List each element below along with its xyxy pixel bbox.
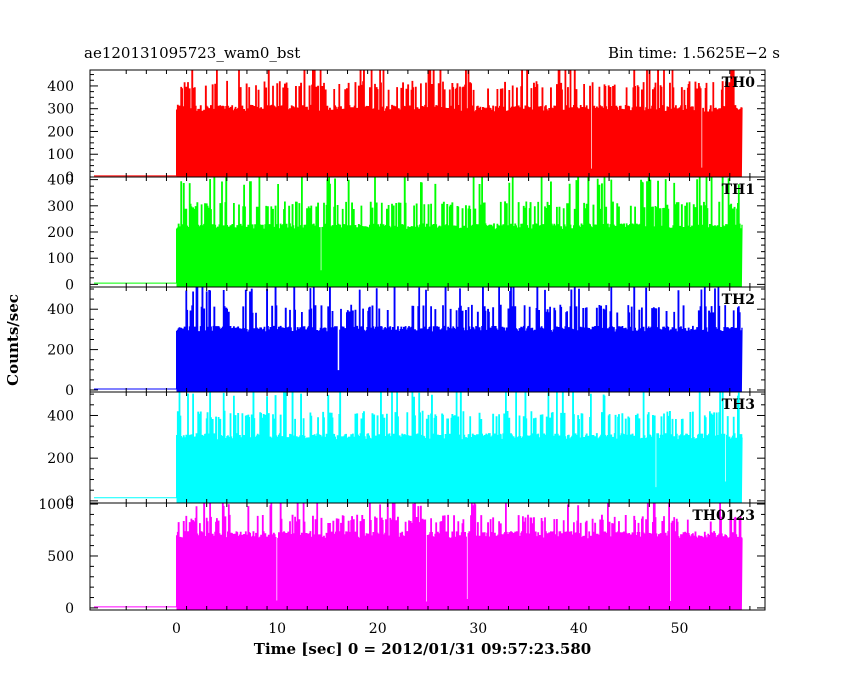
- y-tick-label: 0: [65, 601, 74, 617]
- y-tick-label: 100: [47, 251, 74, 267]
- y-tick-label: 200: [47, 225, 74, 241]
- y-tick-label: 0: [65, 277, 74, 293]
- y-tick-label: 300: [47, 102, 74, 118]
- y-tick-label: 400: [47, 408, 74, 424]
- x-tick-label: 10: [268, 621, 286, 637]
- y-tick-label: 1000: [38, 497, 74, 513]
- series-line-th3: [94, 392, 743, 499]
- y-tick-label: 0: [65, 383, 74, 399]
- y-tick-label: 400: [47, 302, 74, 318]
- y-tick-label: 200: [47, 124, 74, 140]
- bin-time-label: Bin time: 1.5625E−2 s: [607, 44, 780, 62]
- chart-title: ae120131095723_wam0_bst: [84, 44, 301, 62]
- y-tick-label: 200: [47, 343, 74, 359]
- series-line-th0: [94, 70, 743, 177]
- y-tick-label: 300: [47, 199, 74, 215]
- y-tick-label: 0: [65, 494, 74, 510]
- panel-name-th2: TH2: [722, 292, 755, 308]
- series-fill-th0123: [176, 503, 743, 610]
- panel-name-th0: TH0: [722, 75, 756, 91]
- y-tick-label: 200: [47, 451, 74, 467]
- x-axis-label: Time [sec] 0 = 2012/01/31 09:57:23.580: [254, 640, 591, 658]
- panel-frame-th0123: [89, 502, 766, 611]
- x-tick-label: 0: [172, 621, 181, 637]
- y-axis-label: Counts/sec: [4, 294, 22, 386]
- x-tick-label: 50: [671, 621, 689, 637]
- y-tick-label: 400: [47, 173, 74, 189]
- panel-name-th1: TH1: [722, 182, 755, 198]
- x-tick-label: 30: [469, 621, 487, 637]
- series-line-th0123: [94, 503, 743, 608]
- x-tick-label: 20: [369, 621, 387, 637]
- panel-name-th0123: TH0123: [692, 508, 755, 524]
- y-tick-label: 0: [65, 170, 74, 186]
- panel-name-th3: TH3: [722, 397, 755, 413]
- y-tick-label: 100: [47, 147, 74, 163]
- series-line-th1: [94, 177, 743, 284]
- x-tick-label: 40: [570, 621, 588, 637]
- y-tick-label: 400: [47, 79, 74, 95]
- series-line-th2: [94, 287, 743, 390]
- y-tick-label: 500: [47, 549, 74, 565]
